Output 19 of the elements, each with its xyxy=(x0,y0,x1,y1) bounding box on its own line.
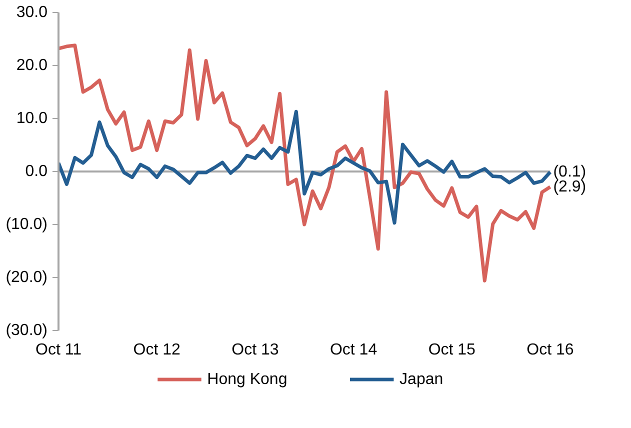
x-tick-label: Oct 12 xyxy=(133,342,181,358)
annotation: (2.9) xyxy=(553,178,586,196)
line-series xyxy=(58,110,552,225)
x-tick-label: Oct 14 xyxy=(330,342,378,358)
y-tick-label: (30.0) xyxy=(6,322,48,339)
x-tick-label: Oct 13 xyxy=(232,342,279,358)
x-tick-label: Oct 15 xyxy=(428,342,476,358)
y-tick-label: (10.0) xyxy=(6,216,48,233)
y-tick-label: 0.0 xyxy=(25,163,48,180)
annotation: (0.1) xyxy=(553,164,586,181)
y-tick-label: 10.0 xyxy=(16,110,48,127)
y-tick-label: (20.0) xyxy=(6,269,48,286)
y-tick-label: 30.0 xyxy=(16,4,48,21)
x-tick-label: Oct 16 xyxy=(526,342,574,358)
x-tick-label: Oct 11 xyxy=(36,342,82,358)
line-series xyxy=(58,44,552,282)
legend-label: Hong Kong xyxy=(207,371,288,388)
legend-label: Japan xyxy=(400,371,444,388)
y-tick-label: 20.0 xyxy=(16,57,48,74)
